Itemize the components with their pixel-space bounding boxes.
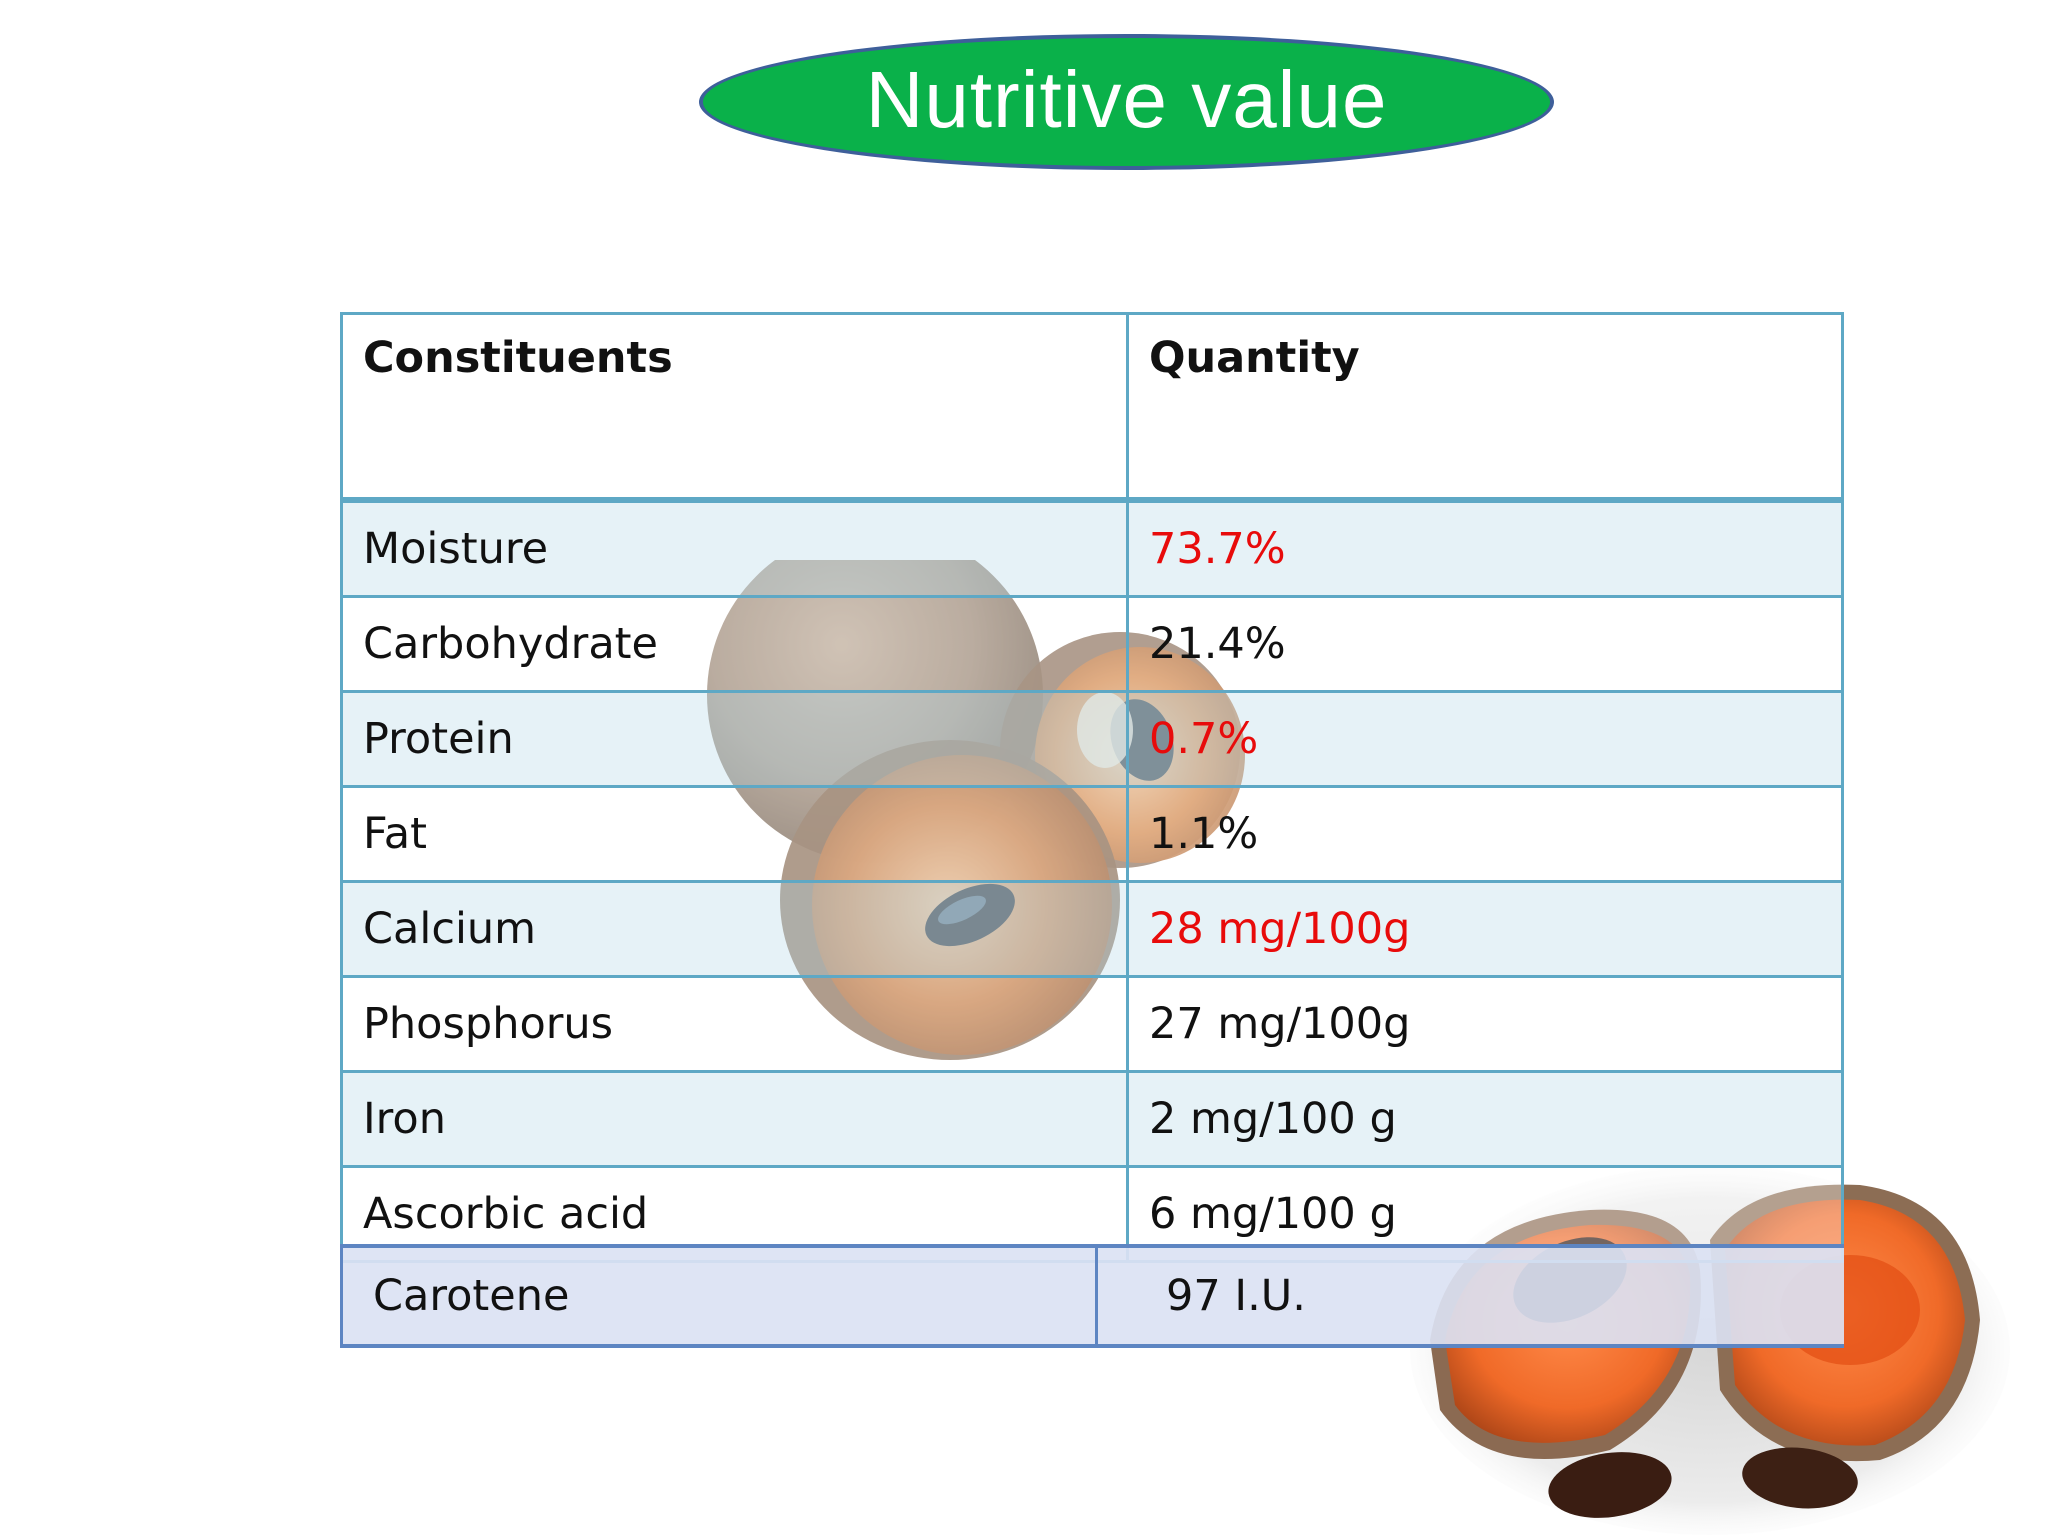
nutrition-table: Constituents Quantity Moisture 73.7% Car… [340, 312, 1844, 1263]
carotene-row-table: Carotene 97 I.U. [340, 1244, 1844, 1348]
quantity-cell: 1.1% [1126, 785, 1844, 883]
table-row: Calcium 28 mg/100g [340, 880, 1844, 978]
quantity-cell: 27 mg/100g [1126, 975, 1844, 1073]
constituent-cell: Iron [340, 1070, 1129, 1168]
quantity-cell: 21.4% [1126, 595, 1844, 693]
quantity-cell: 73.7% [1126, 498, 1844, 598]
constituent-cell: Protein [340, 690, 1129, 788]
constituent-cell: Carbohydrate [340, 595, 1129, 693]
table-row: Carbohydrate 21.4% [340, 595, 1844, 693]
table-row: Fat 1.1% [340, 785, 1844, 883]
constituent-cell: Carotene [340, 1244, 1098, 1348]
header-quantity: Quantity [1126, 312, 1844, 503]
quantity-cell: 97 I.U. [1096, 1244, 1844, 1348]
table-row: Carotene 97 I.U. [340, 1244, 1844, 1348]
table-row: Protein 0.7% [340, 690, 1844, 788]
quantity-cell: 28 mg/100g [1126, 880, 1844, 978]
table-row: Iron 2 mg/100 g [340, 1070, 1844, 1168]
header-constituents: Constituents [340, 312, 1129, 503]
constituent-cell: Fat [340, 785, 1129, 883]
quantity-cell: 2 mg/100 g [1126, 1070, 1844, 1168]
table-row: Phosphorus 27 mg/100g [340, 975, 1844, 1073]
constituent-cell: Calcium [340, 880, 1129, 978]
constituent-cell: Moisture [340, 498, 1129, 598]
slide-title: Nutritive value [865, 55, 1388, 144]
table-row: Moisture 73.7% [340, 498, 1844, 598]
title-oval: Nutritive value [699, 34, 1554, 170]
table-header-row: Constituents Quantity [340, 312, 1844, 503]
constituent-cell: Phosphorus [340, 975, 1129, 1073]
quantity-cell: 0.7% [1126, 690, 1844, 788]
